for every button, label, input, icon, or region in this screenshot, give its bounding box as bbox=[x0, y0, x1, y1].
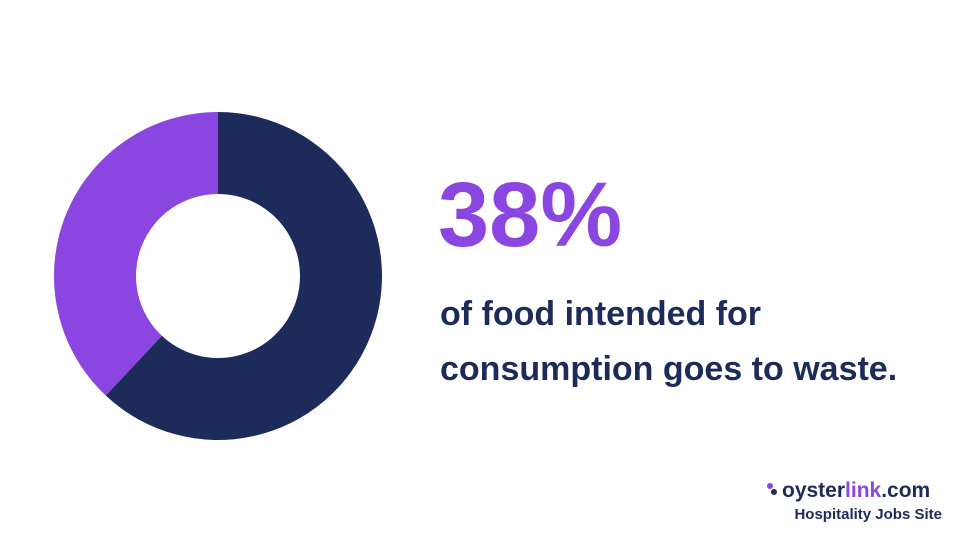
brand-logo: oysterlink.com Hospitality Jobs Site bbox=[767, 479, 942, 523]
donut-slice bbox=[105, 112, 383, 440]
brand-name: oysterlink.com bbox=[782, 479, 930, 502]
headline-stat: 38% bbox=[438, 164, 622, 266]
annotation-line: of food intended for bbox=[440, 295, 761, 333]
brand-part: link bbox=[845, 479, 881, 502]
brand-part: .com bbox=[881, 479, 930, 502]
brand-part: oyster bbox=[782, 479, 845, 502]
donut-slice bbox=[54, 112, 218, 396]
logo-dot bbox=[771, 489, 777, 495]
donut-chart bbox=[54, 112, 383, 440]
brand-tagline: Hospitality Jobs Site bbox=[794, 506, 942, 523]
logo-dot bbox=[767, 483, 773, 489]
annotation-line: consumption goes to waste. bbox=[440, 350, 897, 388]
